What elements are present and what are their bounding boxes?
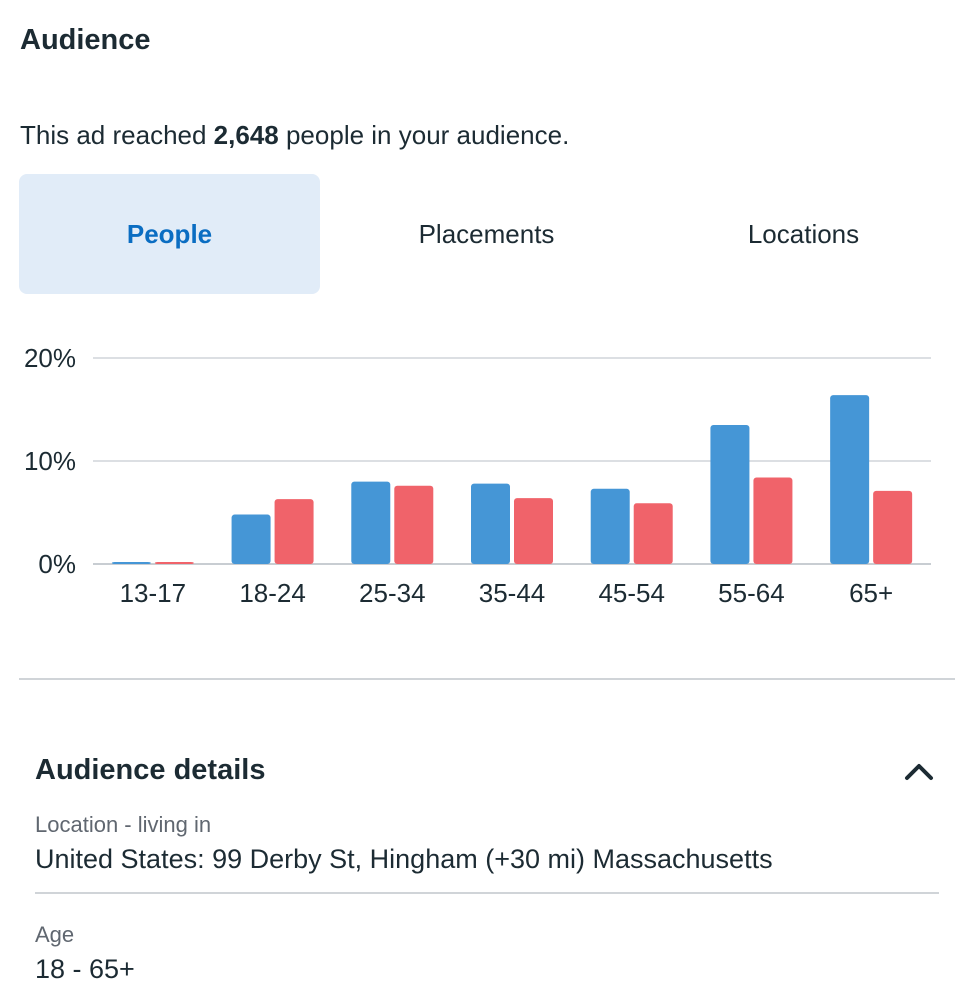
bar-25-34-series-2[interactable] (394, 485, 434, 564)
y-tick-label: 0% (38, 549, 76, 579)
bar-65+-series-2[interactable] (873, 490, 913, 564)
bar-35-44-series-2[interactable] (514, 498, 553, 564)
reach-prefix: This ad reached (20, 120, 214, 150)
audience-title: Audience (20, 24, 151, 56)
x-tick-label: 13-17 (120, 578, 187, 608)
x-tick-label: 18-24 (239, 578, 306, 608)
bar-55-64-series-2[interactable] (753, 477, 793, 564)
x-tick-label: 25-34 (359, 578, 426, 608)
reach-summary: This ad reached 2,648 people in your aud… (20, 120, 569, 151)
y-tick-label: 20% (24, 343, 76, 373)
bar-55-64-series-1[interactable] (710, 424, 750, 564)
bar-45-54-series-1[interactable] (590, 488, 630, 564)
details-separator (35, 892, 939, 894)
reach-count: 2,648 (213, 120, 279, 150)
tab-locations[interactable]: Locations (747, 218, 860, 249)
age-label: Age (35, 922, 75, 947)
bar-65+-series-1[interactable] (830, 395, 870, 564)
location-value: United States: 99 Derby St, Hingham (+30… (35, 844, 773, 874)
bar-13-17-series-2[interactable] (154, 561, 194, 564)
bar-45-54-series-2[interactable] (633, 503, 673, 564)
y-tick-label: 10% (24, 446, 76, 476)
audience-tabs: People Placements Locations (19, 174, 954, 294)
x-tick-label: 55-64 (718, 578, 785, 608)
tab-people[interactable]: People (19, 174, 320, 294)
age-bar-chart: 0% 10% 20% 13-17 18-24 25-34 35-44 45-54 55-64 65… (24, 343, 931, 608)
bar-25-34-series-1[interactable] (351, 481, 391, 564)
bar-13-17-series-1[interactable] (111, 561, 151, 564)
tab-placements[interactable]: Placements (418, 218, 555, 249)
chevron-up-icon[interactable] (903, 760, 935, 784)
bar-18-24-series-1[interactable] (231, 514, 271, 564)
x-tick-label: 45-54 (598, 578, 665, 608)
x-tick-label: 65+ (849, 578, 893, 608)
section-divider (19, 678, 955, 680)
bar-35-44-series-1[interactable] (471, 483, 510, 564)
bar-18-24-series-2[interactable] (274, 499, 314, 564)
reach-suffix: people in your audience. (278, 120, 570, 150)
audience-details-title: Audience details (35, 754, 266, 786)
age-value: 18 - 65+ (35, 954, 135, 984)
location-label: Location - living in (35, 812, 212, 837)
x-tick-label: 35-44 (479, 578, 546, 608)
